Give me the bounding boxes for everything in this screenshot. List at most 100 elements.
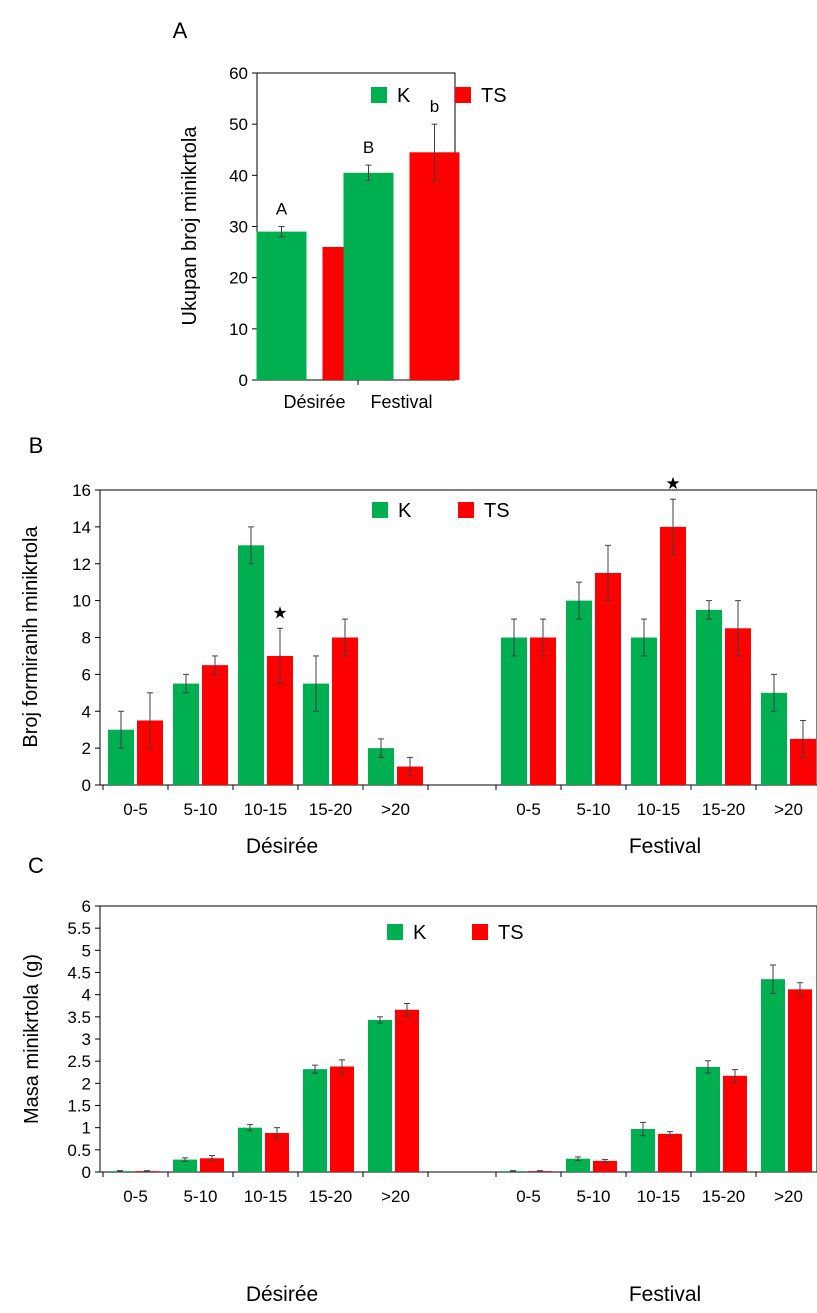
x-category-label: 15-20 [702,800,745,819]
y-tick-label: 5 [82,941,91,960]
x-category-label: 15-20 [702,1187,745,1206]
y-axis-label: Broj formiranih minikrtola [20,526,42,748]
x-group-label: Festival [629,835,701,858]
y-tick-label: 10 [229,320,248,339]
panel-letter: A [173,18,188,43]
bar-ts [658,1133,682,1172]
x-category-label: >20 [381,800,410,819]
significance-star: ★ [665,474,680,493]
x-group-label: Désirée [246,1283,318,1306]
y-tick-label: 0 [82,776,91,795]
bar-ts [330,1066,354,1172]
bar-ts [723,1075,747,1172]
y-tick-label: 16 [72,481,91,500]
bar-k [631,637,657,785]
bar-ts [332,637,358,785]
y-tick-label: 30 [229,218,248,237]
y-tick-label: 0.5 [67,1141,91,1160]
y-tick-label: 14 [72,518,91,537]
legend-swatch-ts [472,924,488,940]
y-axis-label: Ukupan broj minikrtola [179,126,201,326]
panel-letter: C [28,853,44,878]
legend-label-k: K [413,922,427,944]
x-category-label: 10-15 [637,1187,680,1206]
legend-label-ts: TS [498,922,524,944]
x-category-label: Désirée [283,392,345,412]
x-category-label: 10-15 [637,800,680,819]
legend-swatch-k [371,87,387,103]
x-category-label: 15-20 [309,800,352,819]
x-category-label: 0-5 [516,800,541,819]
legend-swatch-k [387,924,403,940]
y-tick-label: 20 [229,269,248,288]
x-category-label: 0-5 [516,1187,541,1206]
significance-label: A [276,200,288,219]
bar-ts [660,526,686,785]
x-category-label: 10-15 [244,800,287,819]
bar-k [368,1019,392,1172]
bar-k [238,545,264,785]
x-category-label: 5-10 [576,800,610,819]
y-tick-label: 8 [82,629,91,648]
y-tick-label: 4 [82,702,91,721]
bar-k [631,1128,655,1172]
bar-ts [409,152,460,380]
x-category-label: 5-10 [183,800,217,819]
y-tick-label: 2 [82,1074,91,1093]
bar-k [173,1159,197,1172]
x-group-label: Désirée [246,835,318,858]
x-category-label: 0-5 [123,1187,148,1206]
bar-k [696,1066,720,1172]
x-group-label: Festival [629,1283,701,1306]
bar-k [256,231,307,380]
y-tick-label: 60 [229,64,248,83]
legend-swatch-ts [455,87,471,103]
bar-ts [395,1009,419,1172]
bar-k [566,1158,590,1172]
bar-ts [530,637,556,785]
bar-ts [200,1158,224,1172]
x-category-label: 5-10 [183,1187,217,1206]
bar-ts [595,572,621,785]
bar-k [343,172,394,380]
legend-swatch-k [372,502,388,518]
bar-k [303,1069,327,1172]
bar-ts [788,989,812,1172]
significance-label: b [430,97,439,116]
significance-star: ★ [272,603,287,622]
y-tick-label: 2 [82,739,91,758]
bar-k [566,600,592,785]
x-category-label: >20 [381,1187,410,1206]
x-category-label: >20 [774,800,803,819]
y-tick-label: 10 [72,592,91,611]
bar-ts [593,1160,617,1172]
y-tick-label: 6 [82,665,91,684]
y-axis-label: Masa minikrtola (g) [21,954,43,1124]
legend-label-k: K [397,85,411,107]
y-tick-label: 6 [82,897,91,916]
legend-swatch-ts [458,502,474,518]
bar-k [696,609,722,785]
y-tick-label: 0 [239,371,248,390]
y-tick-label: 0 [82,1163,91,1182]
bar-ts [265,1132,289,1172]
x-category-label: 10-15 [244,1187,287,1206]
legend-label-k: K [398,500,412,522]
y-tick-label: 12 [72,555,91,574]
y-tick-label: 2.5 [67,1052,91,1071]
legend-label-ts: TS [481,85,507,107]
bar-k [238,1127,262,1172]
x-category-label: 5-10 [576,1187,610,1206]
x-category-label: 15-20 [309,1187,352,1206]
bar-k [173,683,199,785]
y-tick-label: 4 [82,986,91,1005]
bar-k [501,637,527,785]
significance-label: B [363,138,374,157]
legend-label-ts: TS [484,500,510,522]
y-tick-label: 40 [229,166,248,185]
bar-k [761,979,785,1172]
y-tick-label: 3.5 [67,1008,91,1027]
y-tick-label: 5.5 [67,919,91,938]
x-category-label: >20 [774,1187,803,1206]
